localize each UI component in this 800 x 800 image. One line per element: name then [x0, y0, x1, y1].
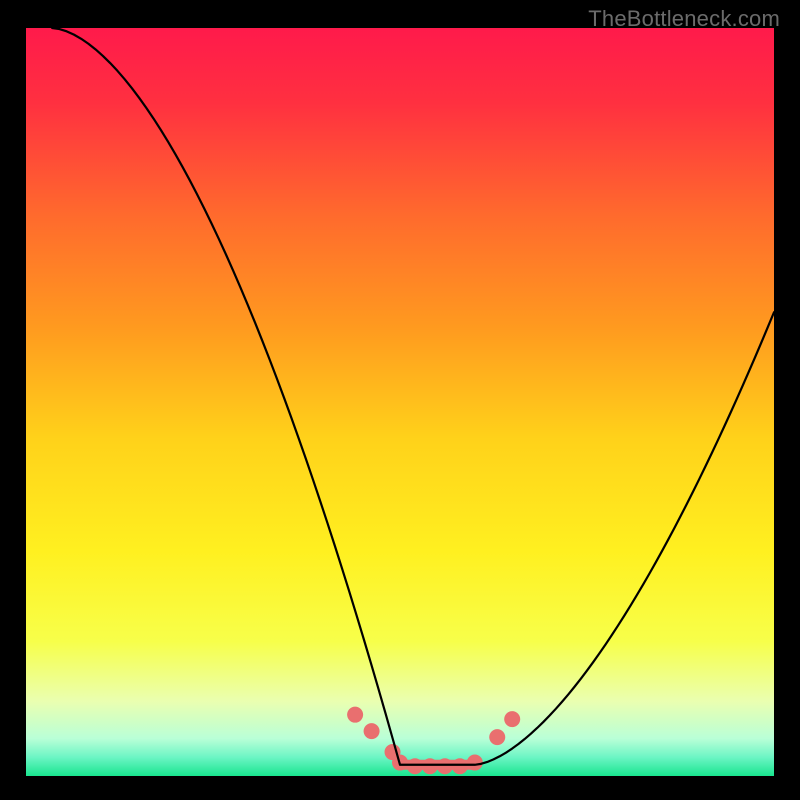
dot [504, 711, 520, 727]
dot [364, 723, 380, 739]
watermark-text: TheBottleneck.com [588, 6, 780, 32]
dot [347, 707, 363, 723]
dot [489, 729, 505, 745]
chart-overlay [0, 0, 800, 800]
stage: TheBottleneck.com [0, 0, 800, 800]
bottleneck-curve [52, 28, 774, 765]
